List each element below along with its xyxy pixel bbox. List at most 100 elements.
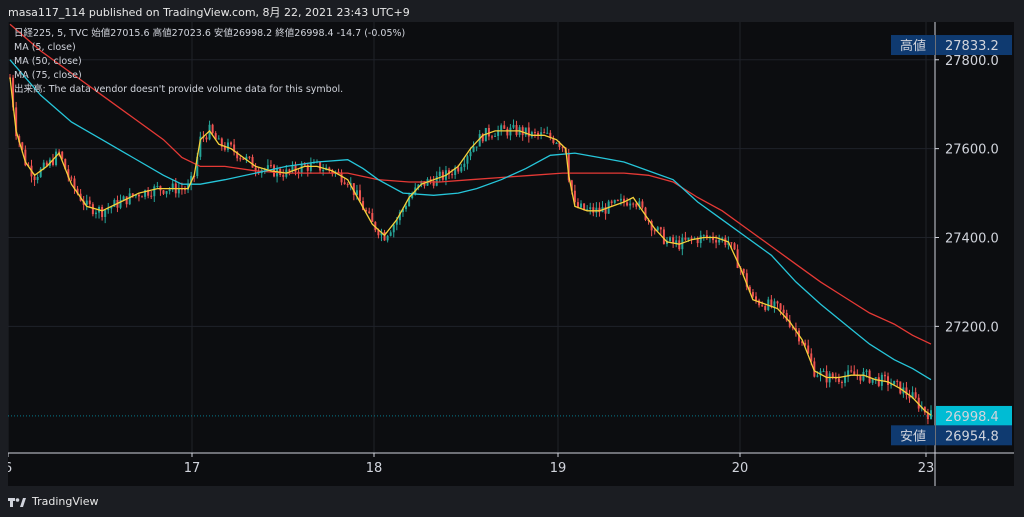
candle-body (73, 178, 76, 189)
candle-body (662, 229, 665, 244)
candle-body (687, 237, 690, 240)
candle-body (156, 185, 159, 187)
candle-body (199, 136, 202, 157)
ohlc-open-label: 始値 (91, 28, 111, 39)
candle-body (214, 133, 217, 140)
candle-body (466, 156, 469, 164)
candle-body (791, 326, 794, 329)
candle-body (85, 200, 88, 205)
candle-body (331, 170, 334, 174)
high-tag-label: 高値 (900, 38, 926, 54)
price-chart[interactable]: 27800.0 27600.0 27400.0 27200.0 6 17 18 19 20 23 高… (8, 22, 1014, 486)
candle-body (223, 146, 226, 150)
candle-body (705, 235, 708, 238)
candle-body (472, 146, 475, 152)
candle-body (788, 320, 791, 327)
candle-body (871, 378, 874, 383)
candle-body (395, 220, 398, 225)
footer: TradingView (8, 495, 98, 508)
x-tick-label: 19 (550, 461, 567, 476)
candle-body (67, 169, 70, 178)
ma75-legend[interactable]: MA (75, close) (14, 70, 82, 81)
candle-body (847, 370, 850, 377)
candle-body (684, 237, 687, 240)
candle-body (758, 300, 761, 306)
candle-body (131, 193, 134, 197)
candle-body (303, 164, 306, 166)
candle-body (39, 168, 42, 177)
candle-body (641, 201, 644, 208)
chart-area[interactable]: 27800.0 27600.0 27400.0 27200.0 6 17 18 19 20 23 高… (8, 22, 1014, 486)
candle-body (490, 136, 493, 138)
candle-body (94, 212, 97, 215)
candle-body (644, 207, 647, 220)
candle-body (721, 238, 724, 240)
candle-body (494, 135, 497, 137)
candle-body (822, 371, 825, 373)
candle-body (570, 180, 573, 191)
candle-body (487, 127, 490, 137)
candle-body (33, 176, 36, 181)
candle-body (107, 208, 110, 211)
candle-body (592, 207, 595, 213)
candle-body (266, 165, 269, 170)
candle-body (635, 203, 638, 207)
y-tick-label: 27200.0 (945, 320, 999, 335)
candle-body (893, 380, 896, 385)
candle-body (417, 184, 420, 188)
candle-body (844, 376, 847, 383)
candle-body (36, 176, 39, 181)
candle-body (619, 198, 622, 201)
candle-body (469, 151, 472, 157)
candle-body (288, 169, 291, 171)
candle-body (610, 201, 613, 203)
candle-body (162, 190, 165, 194)
candle-body (122, 196, 125, 200)
candle-body (463, 163, 466, 168)
candle-body (242, 158, 245, 160)
candle-body (527, 127, 530, 137)
candle-body (623, 198, 625, 203)
candle-body (715, 240, 718, 243)
low-tag-box (891, 425, 935, 446)
candle-body (362, 201, 365, 210)
candle-body (251, 156, 254, 168)
candle-body (113, 199, 116, 207)
candle-body (420, 180, 423, 185)
candle-body (405, 206, 408, 210)
candle-body (626, 202, 629, 206)
candle-body (712, 236, 715, 241)
ma5-legend[interactable]: MA (5, close) (14, 42, 76, 53)
candle-body (613, 200, 616, 203)
last-price-box (936, 405, 1012, 426)
candle-body (183, 189, 186, 191)
candle-body (448, 170, 451, 175)
candle-body (887, 376, 890, 385)
ohlc-high-label: 高値 (152, 28, 172, 39)
candle-body (432, 180, 435, 186)
candle-body (51, 159, 54, 165)
publisher-line: masa117_114 published on TradingView.com… (8, 6, 410, 19)
volume-note: 出来高: The data vendor doesn't provide vol… (14, 84, 344, 95)
candle-body (816, 375, 819, 377)
candle-body (567, 152, 570, 181)
candle-body (358, 190, 361, 202)
candle-body (807, 345, 810, 354)
candle-body (269, 165, 272, 167)
candle-body (245, 156, 248, 160)
candle-body (690, 237, 693, 239)
candle-body (171, 183, 174, 190)
candle-body (15, 107, 18, 137)
candle-body (883, 374, 886, 377)
candle-body (70, 177, 73, 179)
candle-body (561, 146, 564, 148)
candle-body (306, 165, 309, 171)
high-tag-box (891, 35, 935, 56)
ma50-legend[interactable]: MA (50, close) (14, 56, 82, 67)
candle-body (101, 207, 104, 217)
candle-body (659, 227, 662, 230)
candle-body (727, 242, 730, 245)
candle-body (196, 156, 199, 177)
candle-body (365, 209, 368, 212)
ohlc-high-value: 27023.6 (171, 28, 211, 39)
